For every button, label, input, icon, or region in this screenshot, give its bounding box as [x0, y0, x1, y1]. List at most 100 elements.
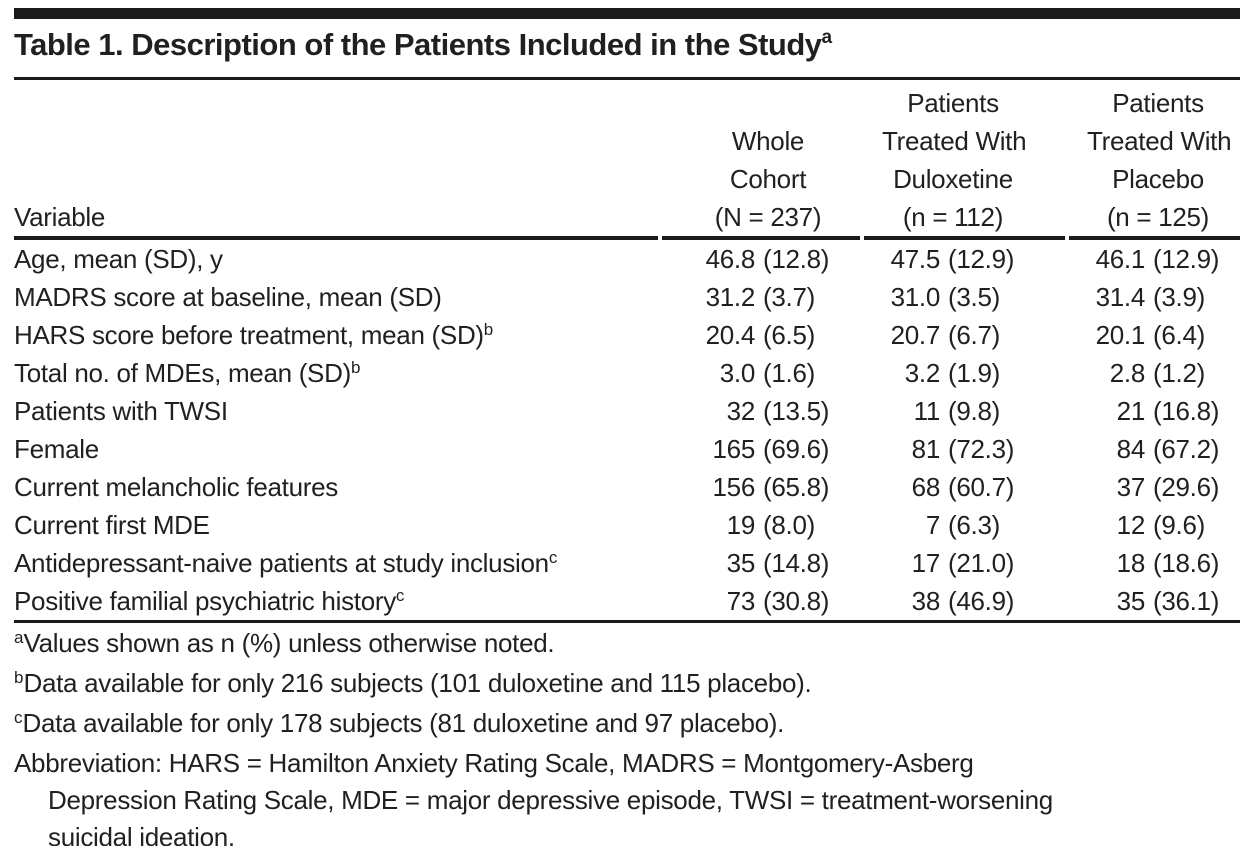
value-number: 81	[911, 434, 941, 464]
value-number: 21	[1116, 396, 1146, 426]
table-row-twsi: Patients with TWSI 32 (13.5) 11 (9.8) 21 (1…	[14, 392, 1240, 430]
value-number: 20.7	[890, 320, 941, 350]
value-cell: 11 (9.8)	[882, 392, 1024, 430]
table-row-hars: HARS score before treatment, mean (SD)b …	[14, 316, 1240, 354]
column-header-line: Whole	[731, 126, 805, 156]
value-cell: 17 (21.0)	[882, 544, 1024, 582]
value-percent: (14.8)	[763, 548, 830, 578]
value-cell: 31.4 (3.9)	[1087, 278, 1229, 316]
value-cell: 31.0 (3.5)	[882, 278, 1024, 316]
table-title: Table 1. Description of the Patients Inc…	[14, 19, 1240, 77]
value-number: 37	[1116, 472, 1146, 502]
value-number: 7	[925, 510, 940, 540]
table-row-antidepressant-naive: Antidepressant-naive patients at study i…	[14, 544, 1240, 582]
value-percent: (3.9)	[1153, 282, 1205, 312]
value-cell: 3.2 (1.9)	[882, 354, 1024, 392]
value-percent: (9.6)	[1153, 510, 1205, 540]
row-label-text: Female	[14, 434, 99, 464]
value-cell: 32 (13.5)	[697, 392, 839, 430]
value-percent: (36.1)	[1153, 586, 1220, 616]
value-cell: 38 (46.9)	[882, 582, 1024, 620]
title-rule	[14, 77, 1240, 80]
footnote-text: Data available for only 216 subjects (10…	[23, 668, 812, 698]
value-number: 46.8	[705, 244, 756, 274]
value-percent: (46.9)	[948, 586, 1015, 616]
row-label-text: Patients with TWSI	[14, 396, 228, 426]
value-percent: (12.9)	[1153, 244, 1220, 274]
footnote-text: Data available for only 178 subjects (81…	[22, 708, 785, 738]
value-percent: (18.6)	[1153, 548, 1220, 578]
value-cell: 20.4 (6.5)	[697, 316, 839, 354]
table-row-familial-history: Positive familial psychiatric historyc 7…	[14, 582, 1240, 620]
value-number: 47.5	[890, 244, 941, 274]
value-cell: 18 (18.6)	[1087, 544, 1229, 582]
column-header-line: Patients	[907, 88, 999, 118]
row-label-text: Current first MDE	[14, 510, 210, 540]
row-label-superscript: c	[548, 548, 558, 567]
value-number: 35	[726, 548, 756, 578]
footnotes: aValues shown as n (%) unless otherwise …	[14, 623, 1240, 846]
value-cell: 3.0 (1.6)	[697, 354, 839, 392]
row-label: Total no. of MDEs, mean (SD)b	[14, 354, 697, 396]
column-header-line: Placebo	[1112, 164, 1204, 194]
body-rule	[14, 620, 1240, 623]
value-cell: 2.8 (1.2)	[1087, 354, 1229, 392]
value-percent: (16.8)	[1153, 396, 1220, 426]
value-percent: (3.5)	[948, 282, 1000, 312]
value-number: 20.1	[1095, 320, 1146, 350]
value-cell: 35 (36.1)	[1087, 582, 1229, 620]
value-percent: (29.6)	[1153, 472, 1220, 502]
abbreviation-note-line: suicidal ideation.	[48, 822, 235, 846]
row-label: MADRS score at baseline, mean (SD)	[14, 278, 697, 320]
value-number: 31.4	[1095, 282, 1146, 312]
value-cell: 20.1 (6.4)	[1087, 316, 1229, 354]
column-header-placebo: Patients Treated With Placebo (n = 125)	[1087, 84, 1232, 236]
table-row-age: Age, mean (SD), y 46.8 (12.8) 47.5 (12.9) …	[14, 240, 1240, 278]
row-label-superscript: b	[350, 358, 361, 377]
value-percent: (6.4)	[1153, 320, 1205, 350]
value-percent: (1.2)	[1153, 358, 1205, 388]
row-label-text: HARS score before treatment, mean (SD)	[14, 320, 484, 350]
column-header-line: Treated With	[882, 126, 1027, 156]
row-label-text: Positive familial psychiatric history	[14, 586, 396, 616]
value-number: 46.1	[1095, 244, 1146, 274]
value-cell: 47.5 (12.9)	[882, 240, 1024, 278]
value-number: 19	[726, 510, 756, 540]
value-percent: (21.0)	[948, 548, 1015, 578]
value-cell: 46.8 (12.8)	[697, 240, 839, 278]
footnote-a: aValues shown as n (%) unless otherwise …	[14, 625, 1240, 665]
value-percent: (60.7)	[948, 472, 1015, 502]
column-header-whole-cohort: Whole Cohort (N = 237)	[697, 122, 839, 236]
value-cell: 19 (8.0)	[697, 506, 839, 544]
value-percent: (8.0)	[763, 510, 815, 540]
row-label: Current first MDE	[14, 506, 697, 548]
footnote-text: Values shown as n (%) unless otherwise n…	[23, 628, 555, 658]
value-cell: 165 (69.6)	[697, 430, 839, 468]
row-label-text: Antidepressant-naive patients at study i…	[14, 548, 549, 578]
value-percent: (6.5)	[763, 320, 815, 350]
value-number: 3.0	[719, 358, 756, 388]
row-label: Antidepressant-naive patients at study i…	[14, 544, 697, 586]
table-title-superscript: a	[821, 27, 833, 48]
value-percent: (13.5)	[763, 396, 830, 426]
value-number: 156	[712, 472, 756, 502]
column-header-line: Variable	[14, 202, 106, 232]
value-number: 84	[1116, 434, 1146, 464]
value-percent: (6.3)	[948, 510, 1000, 540]
row-label: Current melancholic features	[14, 468, 697, 510]
column-header-line: Treated With	[1087, 126, 1232, 156]
value-percent: (69.6)	[763, 434, 830, 464]
value-percent: (1.9)	[948, 358, 1000, 388]
value-number: 31.2	[705, 282, 756, 312]
value-percent: (72.3)	[948, 434, 1015, 464]
column-header-line: (n = 112)	[902, 202, 1004, 232]
value-percent: (6.7)	[948, 320, 1000, 350]
table-row-melancholic: Current melancholic features 156 (65.8) 6…	[14, 468, 1240, 506]
row-label: Positive familial psychiatric historyc	[14, 582, 697, 624]
value-percent: (30.8)	[763, 586, 830, 616]
value-number: 12	[1116, 510, 1146, 540]
column-header-line: Duloxetine	[893, 164, 1013, 194]
row-label-text: Total no. of MDEs, mean (SD)	[14, 358, 351, 388]
value-cell: 7 (6.3)	[882, 506, 1024, 544]
